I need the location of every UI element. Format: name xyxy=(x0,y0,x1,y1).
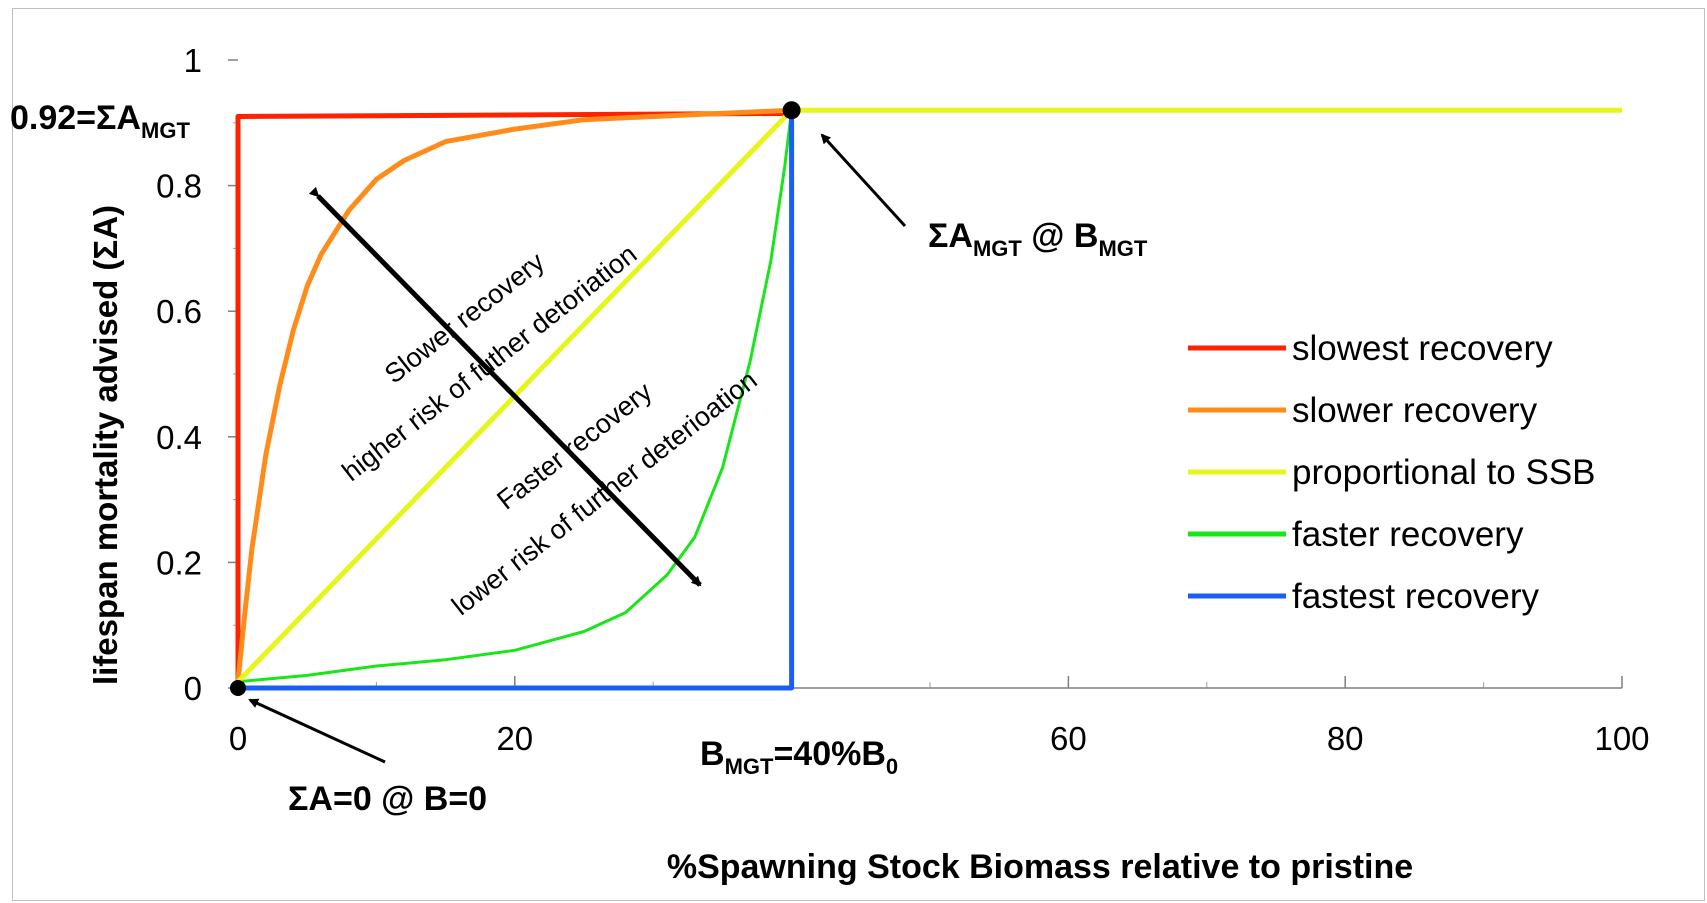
legend-label: proportional to SSB xyxy=(1292,453,1596,492)
mgt-point-label-a-sub: MGT xyxy=(973,236,1022,261)
mgt-pointer-arrow xyxy=(820,133,907,228)
y-tick-label: 1 xyxy=(184,42,202,79)
diagonal-double-arrow xyxy=(308,186,702,587)
legend-label: fastest recovery xyxy=(1292,577,1540,616)
legend: slowest recovery slower recovery proportio… xyxy=(1188,329,1596,616)
y-tick-label: 0.4 xyxy=(156,419,202,456)
origin-pointer-arrow xyxy=(248,698,386,764)
legend-label: faster recovery xyxy=(1292,515,1524,554)
mgt-point-marker xyxy=(782,101,801,120)
y-tick-label: 0 xyxy=(184,670,202,707)
mgt-point-label: ΣAMGT @ BMGT xyxy=(928,217,1148,261)
legend-label: slower recovery xyxy=(1292,391,1538,430)
x-axis-title: %Spawning Stock Biomass relative to pris… xyxy=(667,848,1413,886)
mgt-point-label-mid: @ B xyxy=(1022,217,1099,255)
mgt-point-label-b-sub: MGT xyxy=(1098,236,1147,261)
legend-label: slowest recovery xyxy=(1292,329,1553,368)
y-tick-label: 0.6 xyxy=(156,293,202,330)
y-axis-ticks: 0 0.2 0.4 0.6 0.8 1 xyxy=(156,42,238,707)
sa-mgt-value-label: 0.92=ΣAMGT xyxy=(10,99,190,143)
b-mgt-label-pre-sub: MGT xyxy=(725,754,774,779)
series-line-fastest-recovery xyxy=(238,110,795,691)
chart-frame xyxy=(12,8,1705,901)
x-tick-label: 80 xyxy=(1327,720,1364,757)
x-tick-label: 60 xyxy=(1050,720,1087,757)
y-axis-title: lifespan mortality advised (ΣA) xyxy=(87,205,124,685)
series-line-faster-recovery xyxy=(237,110,794,684)
x-tick-label: 20 xyxy=(496,720,533,757)
b-mgt-label-pre: B xyxy=(700,735,725,773)
x-tick-label: 100 xyxy=(1594,720,1649,757)
series-line-slowest-recovery xyxy=(235,110,792,688)
y-tick-label: 0.8 xyxy=(156,168,202,205)
b-mgt-label-mid: =40%B xyxy=(773,735,885,773)
y-tick-label: 0.2 xyxy=(156,544,202,581)
sa-mgt-value-main: 0.92=ΣA xyxy=(10,99,141,137)
origin-label: ΣA=0 @ B=0 xyxy=(288,780,487,818)
sa-mgt-value-sub: MGT xyxy=(141,118,190,143)
mgt-point-label-a: ΣA xyxy=(928,217,973,255)
b-mgt-label-end-sub: 0 xyxy=(886,754,898,779)
x-tick-label: 0 xyxy=(229,720,247,757)
origin-point-marker xyxy=(230,680,246,696)
x-axis-ticks: 0 20 60 80 100 xyxy=(229,676,1650,757)
b-mgt-label: BMGT=40%B0 xyxy=(700,735,898,779)
